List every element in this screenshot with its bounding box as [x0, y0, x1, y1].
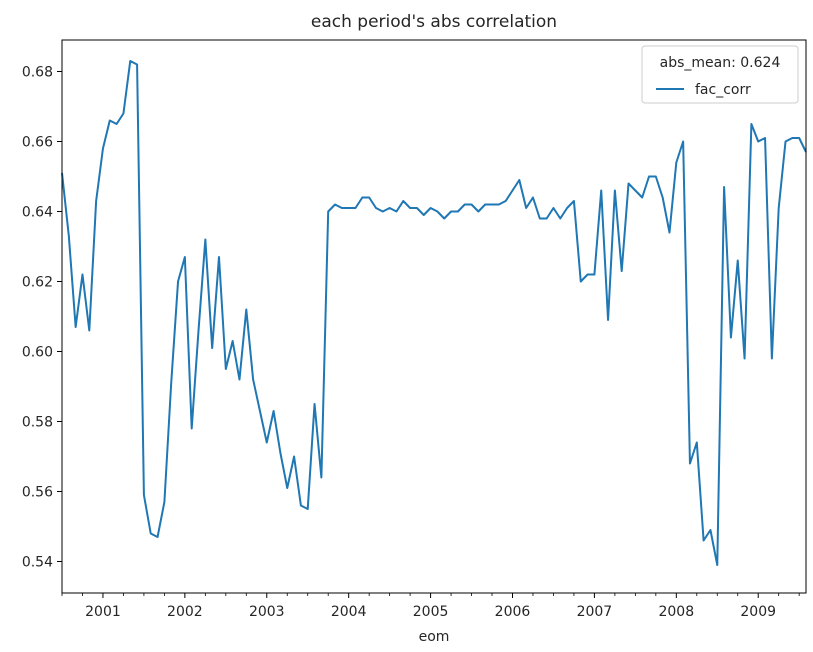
- x-tick-label: 2002: [167, 604, 203, 620]
- legend-entry-fac-corr: fac_corr: [695, 82, 751, 98]
- y-tick-label: 0.56: [22, 485, 53, 501]
- x-tick-label: 2004: [331, 604, 367, 620]
- y-axis: 0.54 0.56 0.58 0.60 0.62 0.64 0.66 0.68: [22, 65, 62, 571]
- legend: abs_mean: 0.624 fac_corr: [641, 45, 799, 104]
- y-tick-label: 0.62: [22, 275, 53, 291]
- series-line-fac-corr: [61, 60, 807, 566]
- x-axis-label: eom: [419, 629, 450, 645]
- plot-frame: [61, 39, 807, 594]
- y-tick-label: 0.66: [22, 135, 53, 151]
- x-tick-label: 2008: [658, 604, 694, 620]
- y-tick-label: 0.68: [22, 65, 53, 81]
- x-tick-label: 2005: [413, 604, 449, 620]
- legend-title: abs_mean: 0.624: [660, 55, 781, 71]
- x-axis: 2001 2002 2003 2004 2005 2006 2007 2008 2009: [61, 593, 800, 620]
- y-tick-label: 0.60: [22, 345, 53, 361]
- y-tick-label: 0.58: [22, 415, 53, 431]
- x-tick-label: 2001: [85, 604, 121, 620]
- chart-title: each period's abs correlation: [311, 12, 557, 32]
- data-layer: [61, 60, 807, 566]
- x-tick-label: 2006: [495, 604, 531, 620]
- y-tick-label: 0.64: [22, 205, 53, 221]
- x-tick-label: 2003: [249, 604, 285, 620]
- y-tick-label: 0.54: [22, 555, 53, 571]
- x-tick-label: 2007: [577, 604, 613, 620]
- x-tick-label: 2009: [740, 604, 776, 620]
